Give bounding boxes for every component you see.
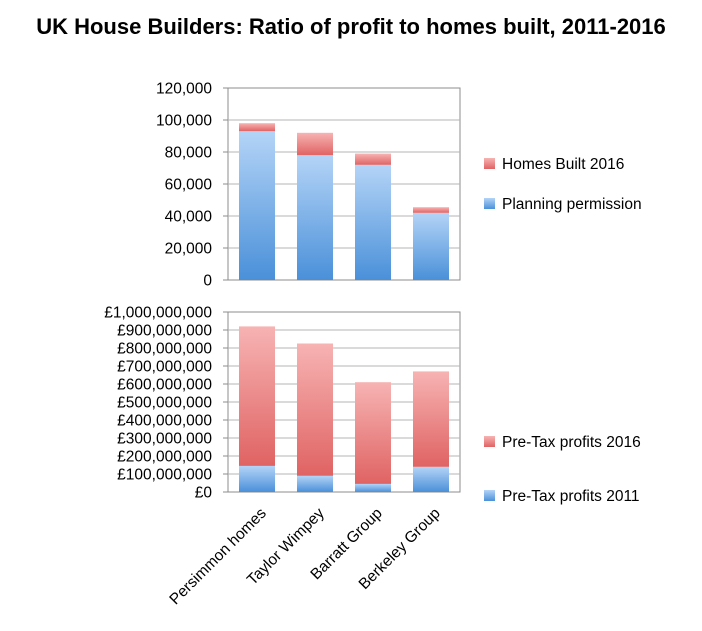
- homes-ytick-label: 120,000: [156, 81, 212, 98]
- homes-ytick-label: 20,000: [165, 241, 213, 258]
- homes-bar-red-1: [297, 132, 333, 156]
- homes-bar-blue-2: [355, 164, 391, 280]
- profit-bar-red-0: [239, 326, 275, 466]
- profit-ytick-label: £800,000,000: [117, 341, 212, 358]
- homes-ytick-label: 100,000: [156, 113, 212, 130]
- homes-legend-label: Homes Built 2016: [502, 156, 624, 173]
- profit-ytick-label: £100,000,000: [117, 467, 212, 484]
- profit-ytick-label: £0: [195, 485, 213, 502]
- homes-ytick-label: 40,000: [165, 209, 213, 226]
- profit-legend-label: Pre-Tax profits 2011: [502, 488, 640, 505]
- profit-ytick-label: £200,000,000: [117, 449, 212, 466]
- profit-ytick-label: £1,000,000,000: [104, 305, 212, 322]
- homes-legend-swatch: [484, 158, 495, 169]
- profit-bar-blue-1: [297, 475, 333, 492]
- homes-legend-label: Planning permission: [502, 196, 642, 213]
- profit-bar-blue-0: [239, 465, 275, 492]
- homes-bar-blue-1: [297, 155, 333, 280]
- chart-title: UK House Builders: Ratio of profit to ho…: [36, 14, 666, 39]
- profit-ytick-label: £400,000,000: [117, 413, 212, 430]
- homes-ytick-label: 0: [203, 273, 212, 290]
- profit-ytick-label: £900,000,000: [117, 323, 212, 340]
- profit-bar-red-1: [297, 343, 333, 476]
- homes-legend-swatch: [484, 198, 495, 209]
- homes-ytick-label: 60,000: [165, 177, 213, 194]
- homes-ytick-label: 80,000: [165, 145, 213, 162]
- profit-bar-blue-3: [413, 466, 449, 492]
- profit-ytick-label: £700,000,000: [117, 359, 212, 376]
- profit-legend-label: Pre-Tax profits 2016: [502, 434, 641, 451]
- homes-chart: 0 20,000 40,000 60,000 80,000 100,000 120,000 H…: [156, 81, 642, 290]
- homes-bar-red-0: [239, 123, 275, 132]
- profit-ytick-label: £300,000,000: [117, 431, 212, 448]
- profit-ytick-label: £500,000,000: [117, 395, 212, 412]
- profit-legend-swatch: [484, 490, 495, 501]
- profit-ytick-label: £600,000,000: [117, 377, 212, 394]
- profit-bar-red-3: [413, 371, 449, 467]
- homes-bar-blue-0: [239, 131, 275, 280]
- profit-legend-swatch: [484, 436, 495, 447]
- profit-chart: £0£100,000,000£200,000,000£300,000,000£4…: [104, 305, 640, 609]
- homes-bar-red-2: [355, 153, 391, 165]
- homes-bar-red-3: [413, 207, 449, 213]
- profit-bar-blue-2: [355, 483, 391, 492]
- homes-bar-blue-3: [413, 212, 449, 280]
- category-label: Persimmon homes: [166, 505, 270, 609]
- profit-bar-red-2: [355, 382, 391, 484]
